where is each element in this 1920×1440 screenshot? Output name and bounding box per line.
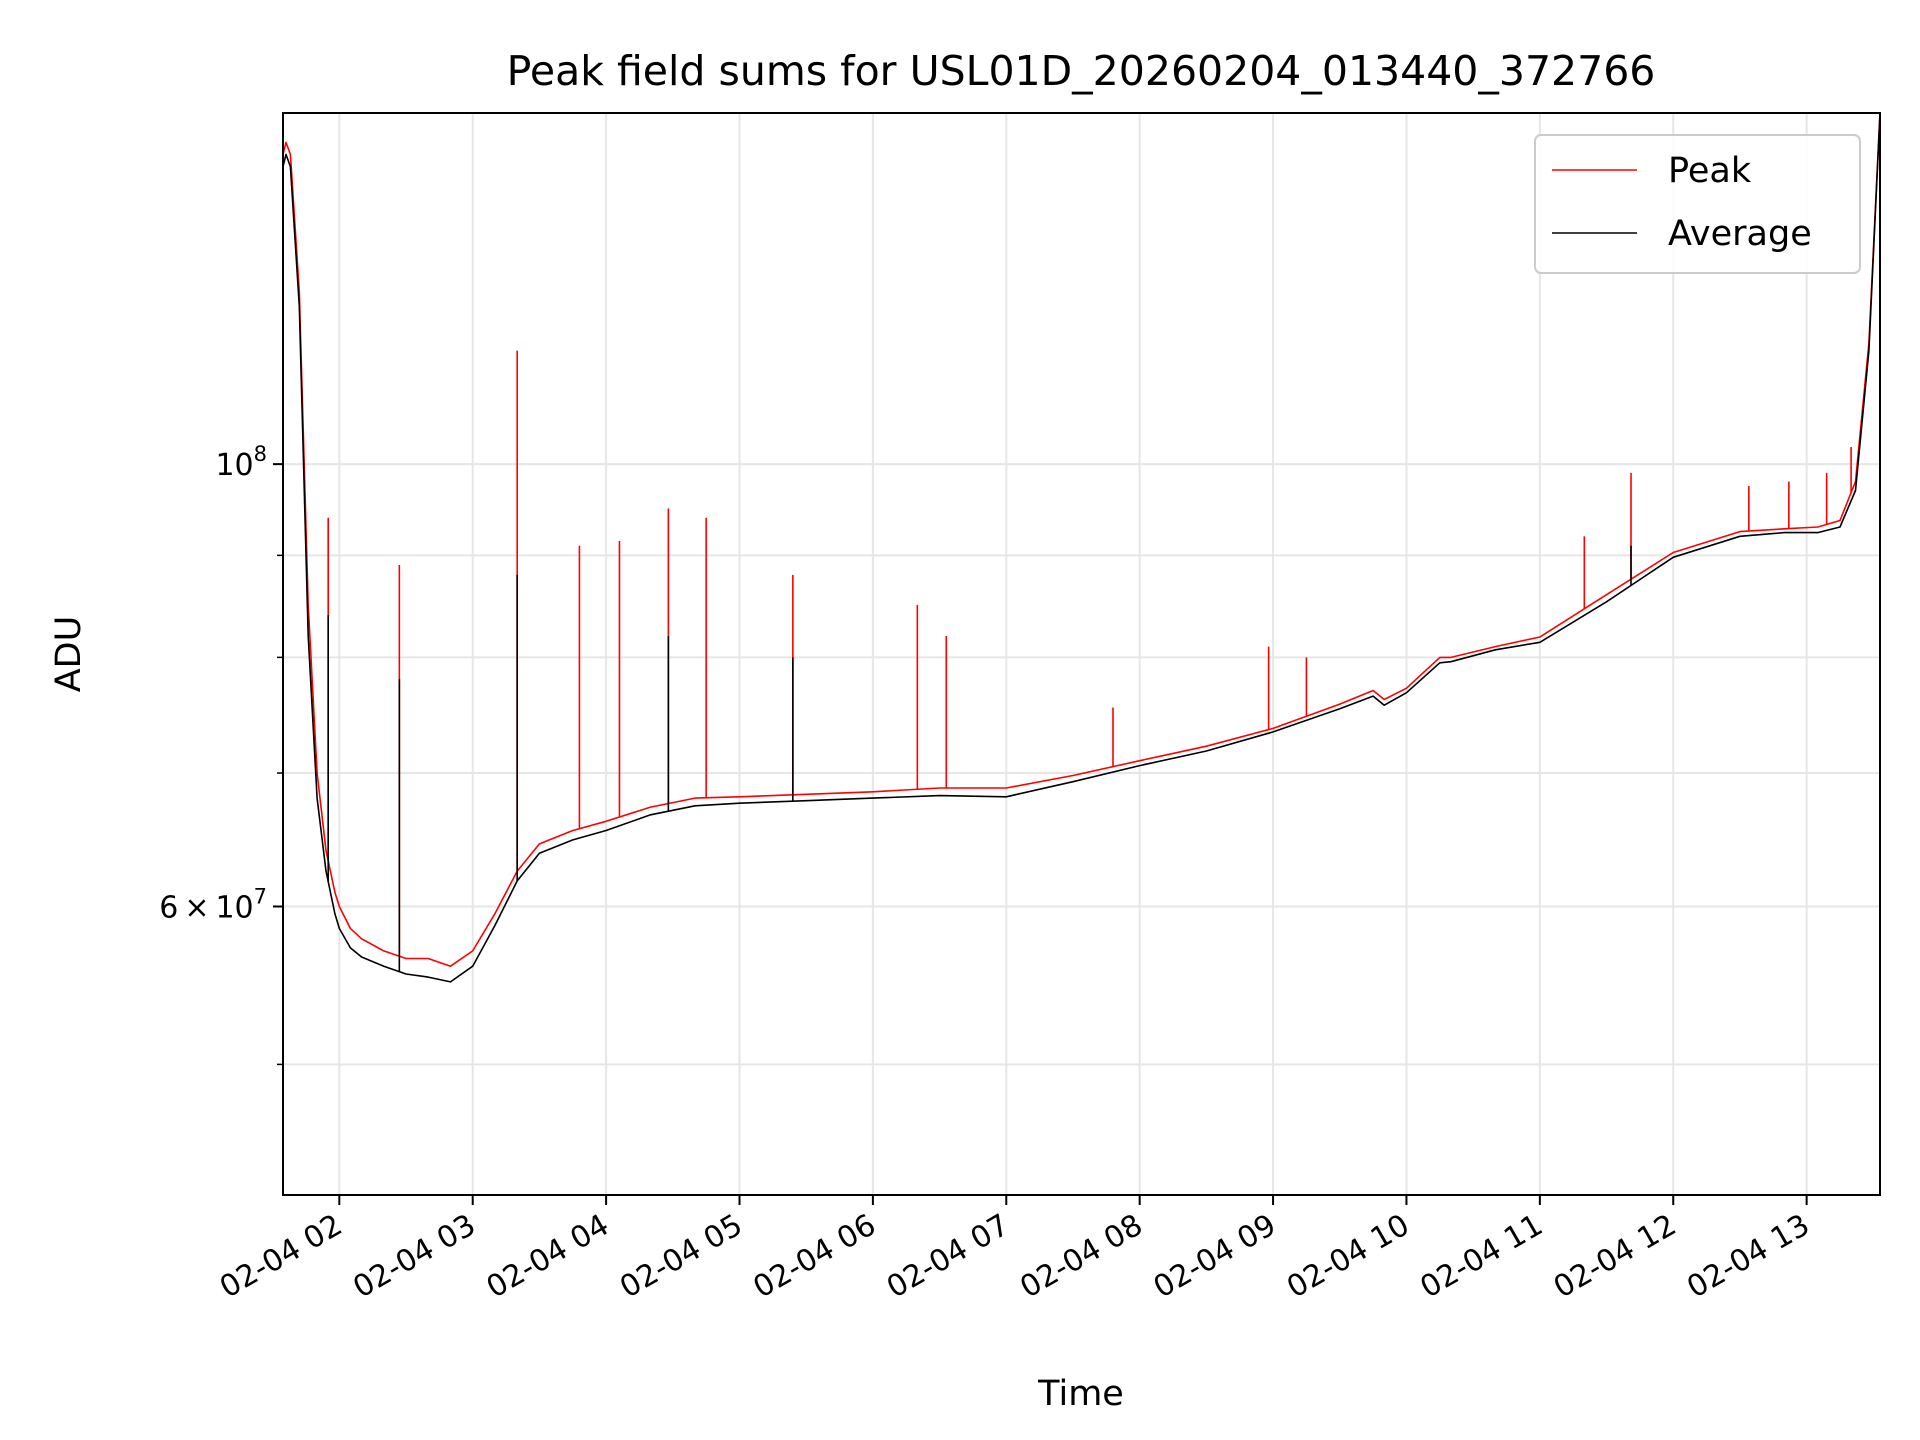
y-tick-label: 6 × 107 — [159, 884, 267, 925]
legend: Peak Average — [1534, 134, 1861, 274]
legend-label-peak: Peak — [1668, 151, 1752, 191]
legend-label-average: Average — [1668, 214, 1812, 254]
plot-series — [282, 112, 1881, 983]
series-line-peak — [282, 112, 1881, 967]
chart-title: Peak field sums for USL01D_20260204_0134… — [507, 47, 1656, 95]
y-tick-label-exponent: 7 — [254, 884, 267, 908]
series-line-average — [282, 112, 1881, 983]
y-tick-label-base: 6 × 10 — [159, 890, 253, 925]
y-tick-label-exponent: 8 — [254, 442, 267, 466]
y-tick-label: 108 — [215, 442, 267, 483]
y-tick-label-base: 10 — [215, 448, 253, 483]
x-axis-label: Time — [1037, 1374, 1124, 1414]
plot-frame — [282, 112, 1881, 1196]
y-axis: 108 6 × 107 — [159, 442, 283, 1066]
y-axis-label: ADU — [49, 616, 89, 693]
